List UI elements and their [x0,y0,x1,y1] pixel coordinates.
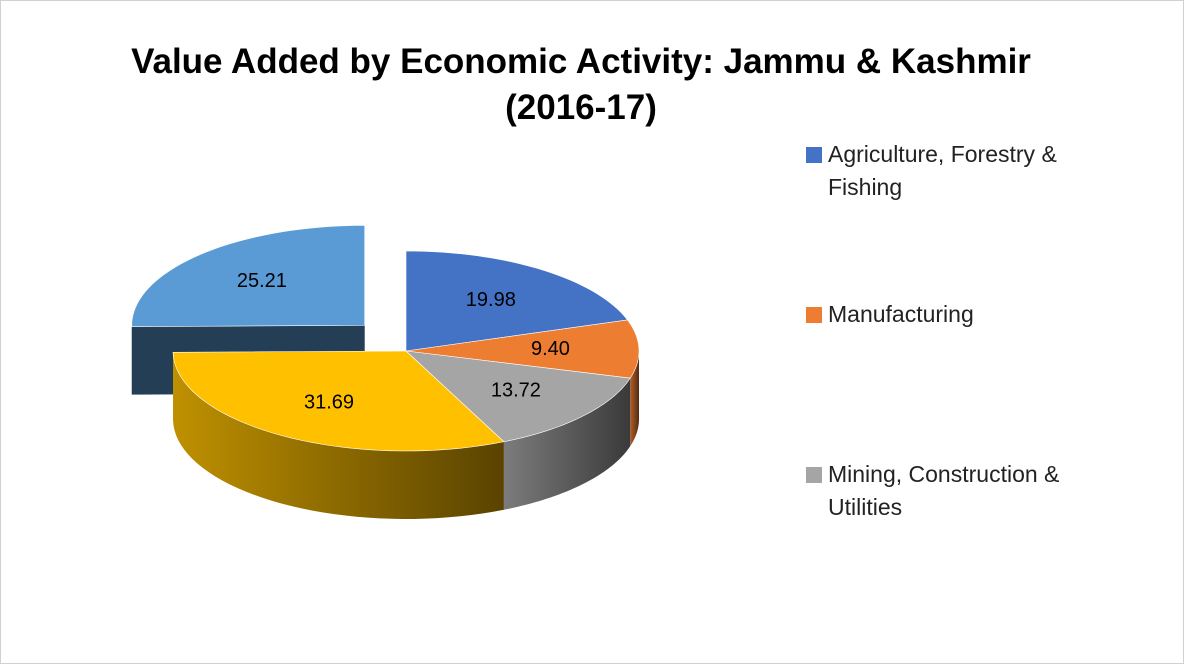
legend-label: Agriculture, Forestry & Fishing [828,141,1057,200]
legend-item: Manufacturing [806,298,1066,331]
slice-side [173,352,504,519]
slice [405,319,640,447]
legend-item: Mining, Construction & Utilities [806,458,1066,524]
chart-title: Value Added by Economic Activity: Jammu … [131,42,1031,127]
slice-top [405,350,631,443]
legend-swatch [806,147,822,163]
legend-item: Agriculture, Forestry & Fishing [806,138,1066,204]
slice-top [405,319,640,379]
data-label: 13.72 [491,380,541,402]
legend-swatch [806,307,822,323]
slice-top [405,250,629,352]
data-label: 19.98 [466,289,516,311]
data-label: 25.21 [237,270,287,292]
legend-swatch [806,467,822,483]
legend-label: Mining, Construction & Utilities [828,461,1060,520]
data-label: 31.69 [304,392,354,414]
legend-label: Manufacturing [828,301,974,327]
slice [405,250,629,352]
slice-top [172,350,505,452]
slice [405,350,631,510]
data-label: 9.40 [531,338,570,360]
slice-side [503,378,631,510]
slice-top [131,225,366,327]
slice [172,350,505,519]
